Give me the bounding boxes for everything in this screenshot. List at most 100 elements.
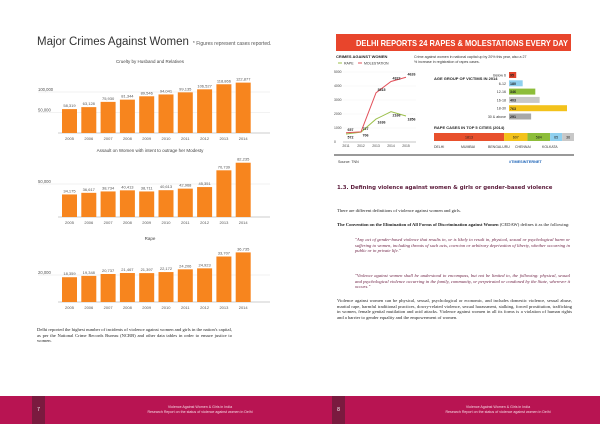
bar: [139, 273, 155, 302]
data-label: 33,707: [218, 250, 231, 255]
city-legend: CHENNAI: [515, 145, 531, 149]
city-value: 584: [536, 136, 542, 140]
city-value: 1813: [465, 136, 473, 140]
quote-2: "Violence against women shall be underst…: [355, 273, 570, 290]
banner-title: DELHI REPORTS 24 RAPES & MOLESTATIONS EV…: [356, 38, 568, 48]
data-label: 75,930: [102, 96, 115, 101]
bar: [197, 187, 213, 217]
x-tick-label: 2012: [357, 144, 365, 148]
city-legend: BENGALURU: [488, 145, 510, 149]
city-bar: [550, 133, 563, 141]
age-label: 16-18: [497, 98, 506, 102]
data-label: 36,617: [83, 187, 96, 192]
x-tick-label: 2012: [200, 305, 210, 310]
bar: [139, 96, 155, 133]
x-tick-label: 2008: [123, 220, 133, 225]
x-tick-label: 2014: [239, 220, 249, 225]
y-tick-label: 100,000: [38, 87, 54, 92]
infographic-subtitle: Crime against women in national capital …: [414, 55, 526, 59]
section-heading: 1.3. Defining violence against women & g…: [337, 185, 553, 191]
x-tick-label: 2014: [239, 136, 249, 141]
age-value: 291: [510, 115, 516, 119]
x-tick-label: 2009: [142, 220, 152, 225]
x-tick-label: 2005: [65, 305, 75, 310]
data-label: 20,737: [102, 268, 115, 273]
age-value: 346: [510, 90, 516, 94]
x-tick-label: 2011: [181, 136, 190, 141]
intro-text: There are different definitions of viole…: [337, 208, 461, 213]
line-chart-title: CRIMES AGAINST WOMEN: [336, 54, 388, 59]
right-paragraph: Violence against women can be physical, …: [337, 298, 572, 320]
bar: [139, 191, 155, 217]
data-label: 70,739: [218, 164, 231, 169]
point-label: 4322: [393, 77, 401, 81]
city-legend: MUMBAI: [461, 145, 475, 149]
point-label: 2166: [393, 113, 401, 117]
bar: [81, 107, 97, 133]
banner: [336, 34, 571, 51]
data-label: 18,359: [63, 271, 76, 276]
point-label: 1856: [408, 118, 416, 122]
footer-line1: Violence Against Women & Girls in India: [167, 405, 233, 409]
footer-text-left: Violence Against Women & Girls in India R…: [100, 405, 300, 414]
left-paragraph: Delhi reported the highest number of inc…: [37, 327, 232, 344]
x-tick-label: 2007: [104, 220, 114, 225]
y-tick-label: 5000: [334, 70, 342, 74]
footer-line2: Research Report on the status of violenc…: [147, 409, 253, 414]
bar: [100, 274, 116, 302]
data-label: 81,344: [121, 94, 134, 99]
chart-title: Assault on Women with intent to outrage …: [97, 148, 204, 153]
chart-title: Rape: [145, 236, 156, 241]
x-tick-label: 2006: [84, 136, 94, 141]
data-label: 21,397: [141, 267, 154, 272]
point-label: 572: [348, 136, 354, 140]
x-tick-label: 2014: [387, 144, 395, 148]
city-value: 607: [513, 136, 519, 140]
bar: [197, 268, 213, 302]
page-number-left: 7: [32, 396, 45, 424]
y-tick-label: 50,000: [38, 108, 51, 113]
point-label: 657: [348, 128, 354, 132]
bar: [81, 192, 97, 217]
x-tick-label: 2012: [200, 220, 210, 225]
point-label: 727: [363, 127, 369, 131]
y-tick-label: 20,000: [38, 270, 51, 275]
bar: [177, 188, 193, 217]
bar: [81, 275, 97, 302]
bar: [235, 162, 251, 217]
x-tick-label: 2009: [142, 305, 152, 310]
bar: [158, 94, 174, 133]
cities-title: RAPE CASES IN TOP 5 CITIES (2014): [434, 125, 505, 130]
y-tick-label: 2000: [334, 112, 342, 116]
age-label: 30 & above: [488, 115, 506, 119]
point-label: 706: [363, 134, 369, 138]
x-tick-label: 2007: [104, 305, 114, 310]
series-line: [345, 76, 407, 134]
x-tick-label: 2013: [372, 144, 380, 148]
data-label: 89,546: [141, 90, 154, 95]
age-bar: [509, 88, 536, 95]
bar: [158, 190, 174, 217]
bar: [235, 252, 251, 302]
age-value: 95: [510, 74, 514, 78]
point-label: 3515: [378, 88, 386, 92]
bar: [177, 92, 193, 133]
data-label: 40,613: [160, 184, 173, 189]
data-label: 45,351: [198, 181, 211, 186]
y-tick-label: 50,000: [38, 179, 51, 184]
bar: [216, 84, 232, 133]
bar: [62, 109, 77, 133]
quote-1: "Any act of gender-based violence that r…: [355, 237, 570, 254]
data-label: 36,735: [237, 246, 250, 251]
figures-note: * Figures represent cases reported.: [192, 41, 272, 47]
source-text: Source: TNN: [338, 160, 359, 164]
city-value: 65: [554, 136, 558, 140]
city-bar: [562, 133, 574, 141]
age-label: 12-16: [497, 90, 506, 94]
bar: [235, 82, 251, 133]
age-value: 180: [510, 82, 516, 86]
bar: [119, 190, 135, 217]
x-tick-label: 2010: [162, 305, 172, 310]
data-label: 38,711: [141, 185, 154, 190]
x-tick-label: 2012: [200, 136, 210, 141]
